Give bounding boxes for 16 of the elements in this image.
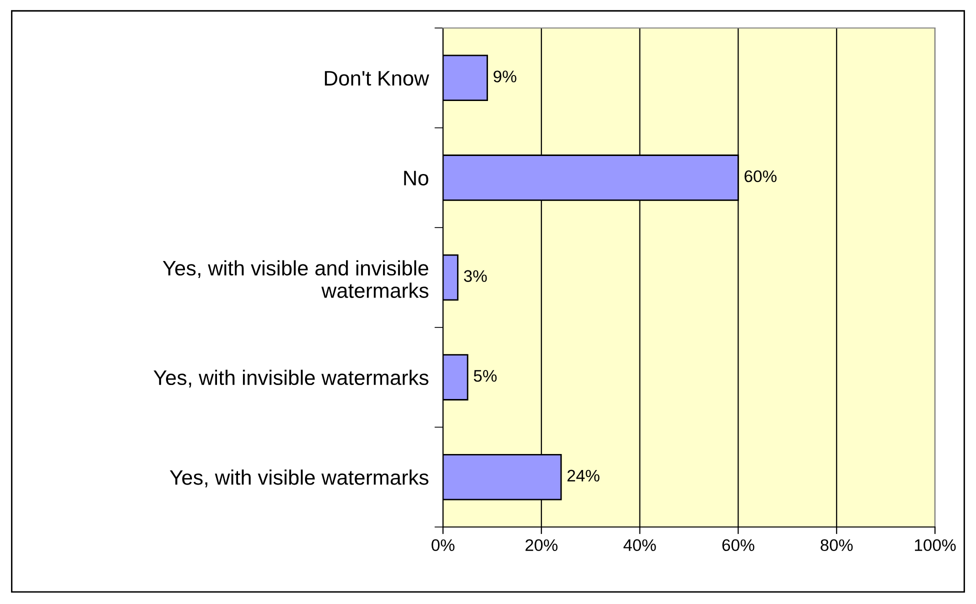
- y-tick-label: Yes, with visible and invisible watermarks: [162, 260, 428, 298]
- x-tick-label: 0%: [432, 539, 454, 552]
- x-tick-label: 40%: [624, 539, 656, 552]
- data-label: 60%: [744, 170, 777, 182]
- y-tick-label: Yes, with visible watermarks: [170, 470, 428, 488]
- data-label: 24%: [567, 470, 600, 482]
- x-tick-label: 20%: [526, 539, 558, 552]
- x-tick-label: 60%: [722, 539, 754, 552]
- y-tick-label: Yes, with invisible watermarks: [154, 370, 428, 388]
- data-label: 9%: [494, 70, 516, 82]
- x-tick-label: 100%: [914, 539, 956, 552]
- y-tick-label: Don't Know: [324, 71, 430, 86]
- data-label: 5%: [474, 370, 497, 382]
- data-label: 3%: [464, 270, 487, 282]
- y-tick-label: No: [404, 170, 428, 186]
- x-tick-label: 80%: [820, 539, 853, 552]
